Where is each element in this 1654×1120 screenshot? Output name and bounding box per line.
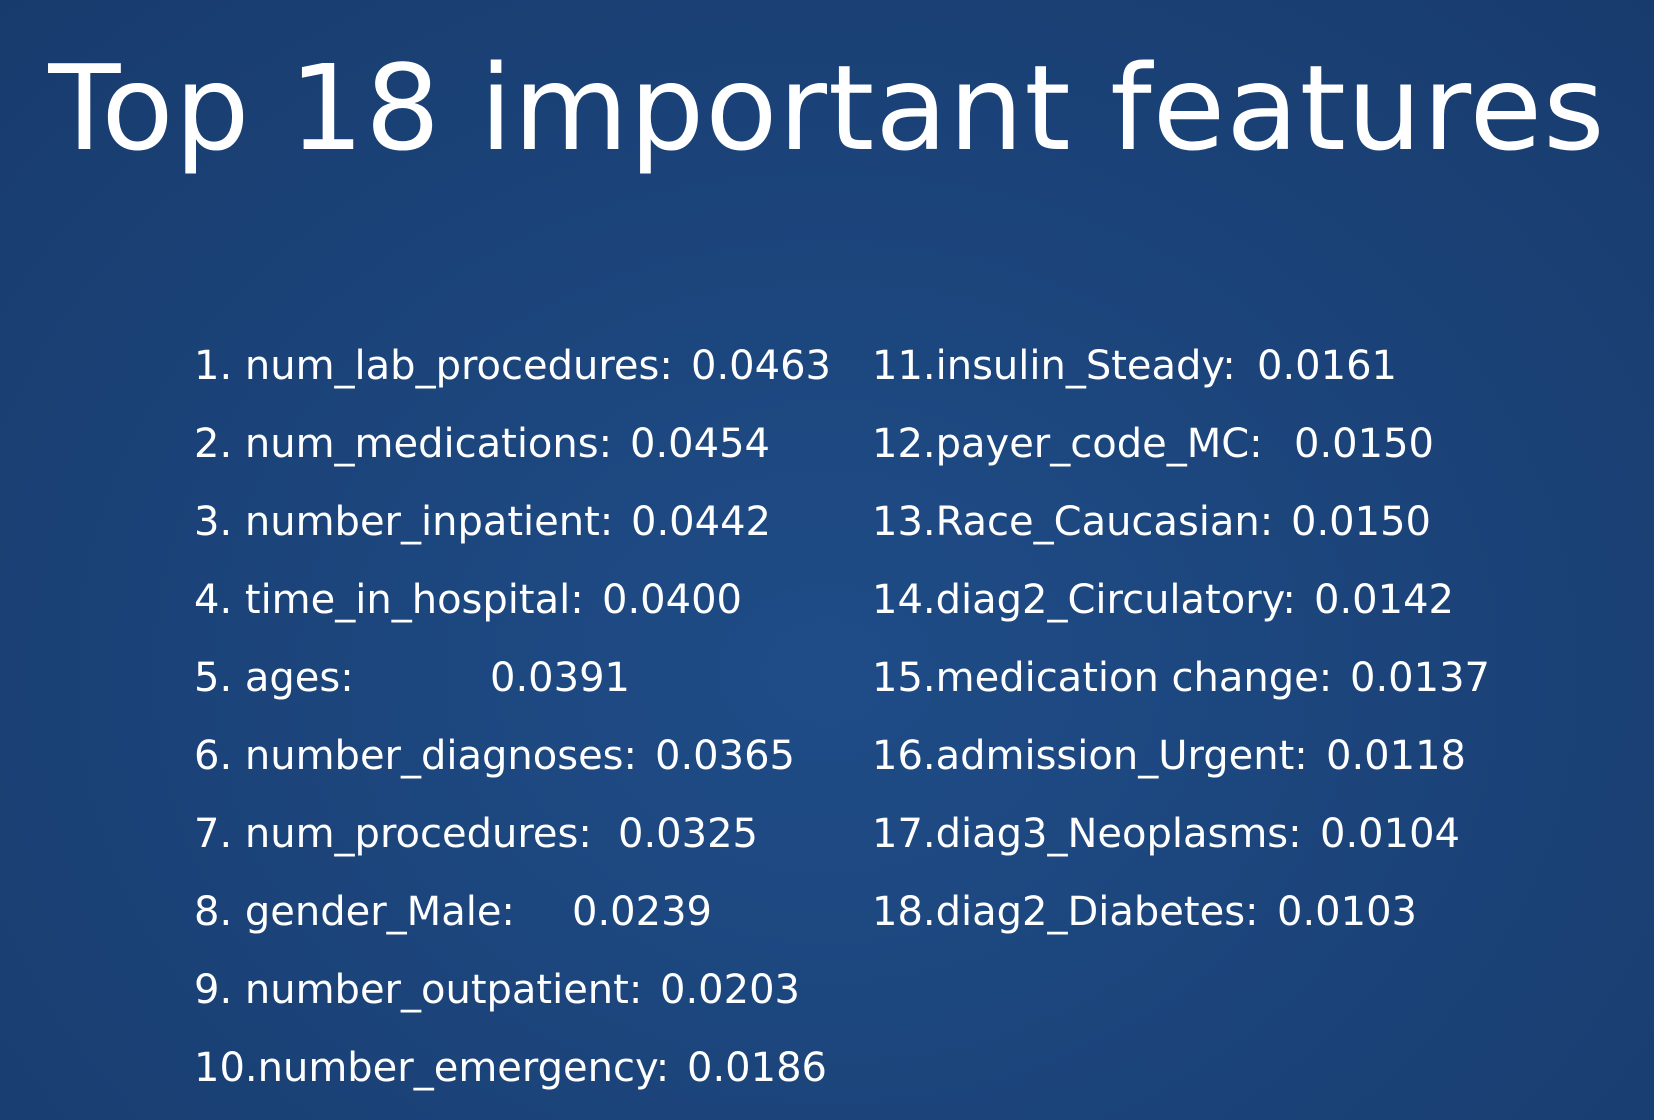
feature-name: 14.diag2_Circulatory: xyxy=(872,577,1296,623)
feature-name: 11.insulin_Steady: xyxy=(872,343,1236,389)
feature-name: 8. gender_Male: xyxy=(194,889,515,935)
feature-item: 9. number_outpatient: 0.0203 xyxy=(194,962,834,1040)
feature-name: 17.diag3_Neoplasms: xyxy=(872,811,1302,857)
feature-name: 1. num_lab_procedures: xyxy=(194,343,673,389)
feature-value: 0.0104 xyxy=(1320,811,1460,857)
feature-name: 10.number_emergency: xyxy=(194,1045,670,1091)
feature-name: 13.Race_Caucasian: xyxy=(872,499,1274,545)
feature-value: 0.0391 xyxy=(490,655,630,701)
feature-name: 3. number_inpatient: xyxy=(194,499,614,545)
feature-item: 3. number_inpatient: 0.0442 xyxy=(194,494,834,572)
feature-value: 0.0463 xyxy=(691,343,831,389)
feature-item: 17.diag3_Neoplasms: 0.0104 xyxy=(872,806,1592,884)
feature-value: 0.0161 xyxy=(1257,343,1397,389)
feature-value: 0.0186 xyxy=(687,1045,827,1091)
feature-value: 0.0103 xyxy=(1277,889,1417,935)
feature-name: 9. number_outpatient: xyxy=(194,967,643,1013)
feature-item: 18.diag2_Diabetes: 0.0103 xyxy=(872,884,1592,962)
feature-item: 1. num_lab_procedures: 0.0463 xyxy=(194,338,834,416)
feature-value: 0.0365 xyxy=(655,733,795,779)
feature-name: 18.diag2_Diabetes: xyxy=(872,889,1259,935)
feature-name: 6. number_diagnoses: xyxy=(194,733,637,779)
feature-name: 7. num_procedures: xyxy=(194,811,592,857)
feature-name: 12.payer_code_MC: xyxy=(872,421,1263,467)
feature-item: 14.diag2_Circulatory: 0.0142 xyxy=(872,572,1592,650)
feature-value: 0.0203 xyxy=(660,967,800,1013)
feature-item: 12.payer_code_MC: 0.0150 xyxy=(872,416,1592,494)
feature-item: 13.Race_Caucasian: 0.0150 xyxy=(872,494,1592,572)
feature-value: 0.0239 xyxy=(572,889,712,935)
feature-value: 0.0118 xyxy=(1326,733,1466,779)
feature-item: 4. time_in_hospital: 0.0400 xyxy=(194,572,834,650)
feature-name: 15.medication change: xyxy=(872,655,1333,701)
feature-value: 0.0454 xyxy=(630,421,770,467)
feature-item: 5. ages: 0.0391 xyxy=(194,650,834,728)
feature-name: 16.admission_Urgent: xyxy=(872,733,1308,779)
feature-item: 6. number_diagnoses: 0.0365 xyxy=(194,728,834,806)
feature-item: 11.insulin_Steady: 0.0161 xyxy=(872,338,1592,416)
feature-item: 15.medication change: 0.0137 xyxy=(872,650,1592,728)
feature-value: 0.0400 xyxy=(602,577,742,623)
feature-value: 0.0142 xyxy=(1314,577,1454,623)
feature-name: 5. ages: xyxy=(194,655,354,701)
feature-list-left: 1. num_lab_procedures: 0.0463 2. num_med… xyxy=(194,338,834,1118)
feature-value: 0.0150 xyxy=(1291,499,1431,545)
slide-title: Top 18 important features xyxy=(48,39,1606,177)
feature-item: 10.number_emergency: 0.0186 xyxy=(194,1040,834,1118)
feature-item: 8. gender_Male: 0.0239 xyxy=(194,884,834,962)
feature-name: 4. time_in_hospital: xyxy=(194,577,584,623)
feature-value: 0.0325 xyxy=(618,811,758,857)
feature-value: 0.0150 xyxy=(1294,421,1434,467)
feature-item: 16.admission_Urgent: 0.0118 xyxy=(872,728,1592,806)
feature-value: 0.0442 xyxy=(631,499,771,545)
feature-item: 2. num_medications: 0.0454 xyxy=(194,416,834,494)
feature-name: 2. num_medications: xyxy=(194,421,613,467)
feature-item: 7. num_procedures: 0.0325 xyxy=(194,806,834,884)
feature-value: 0.0137 xyxy=(1350,655,1490,701)
feature-list-right: 11.insulin_Steady: 0.0161 12.payer_code_… xyxy=(872,338,1592,962)
